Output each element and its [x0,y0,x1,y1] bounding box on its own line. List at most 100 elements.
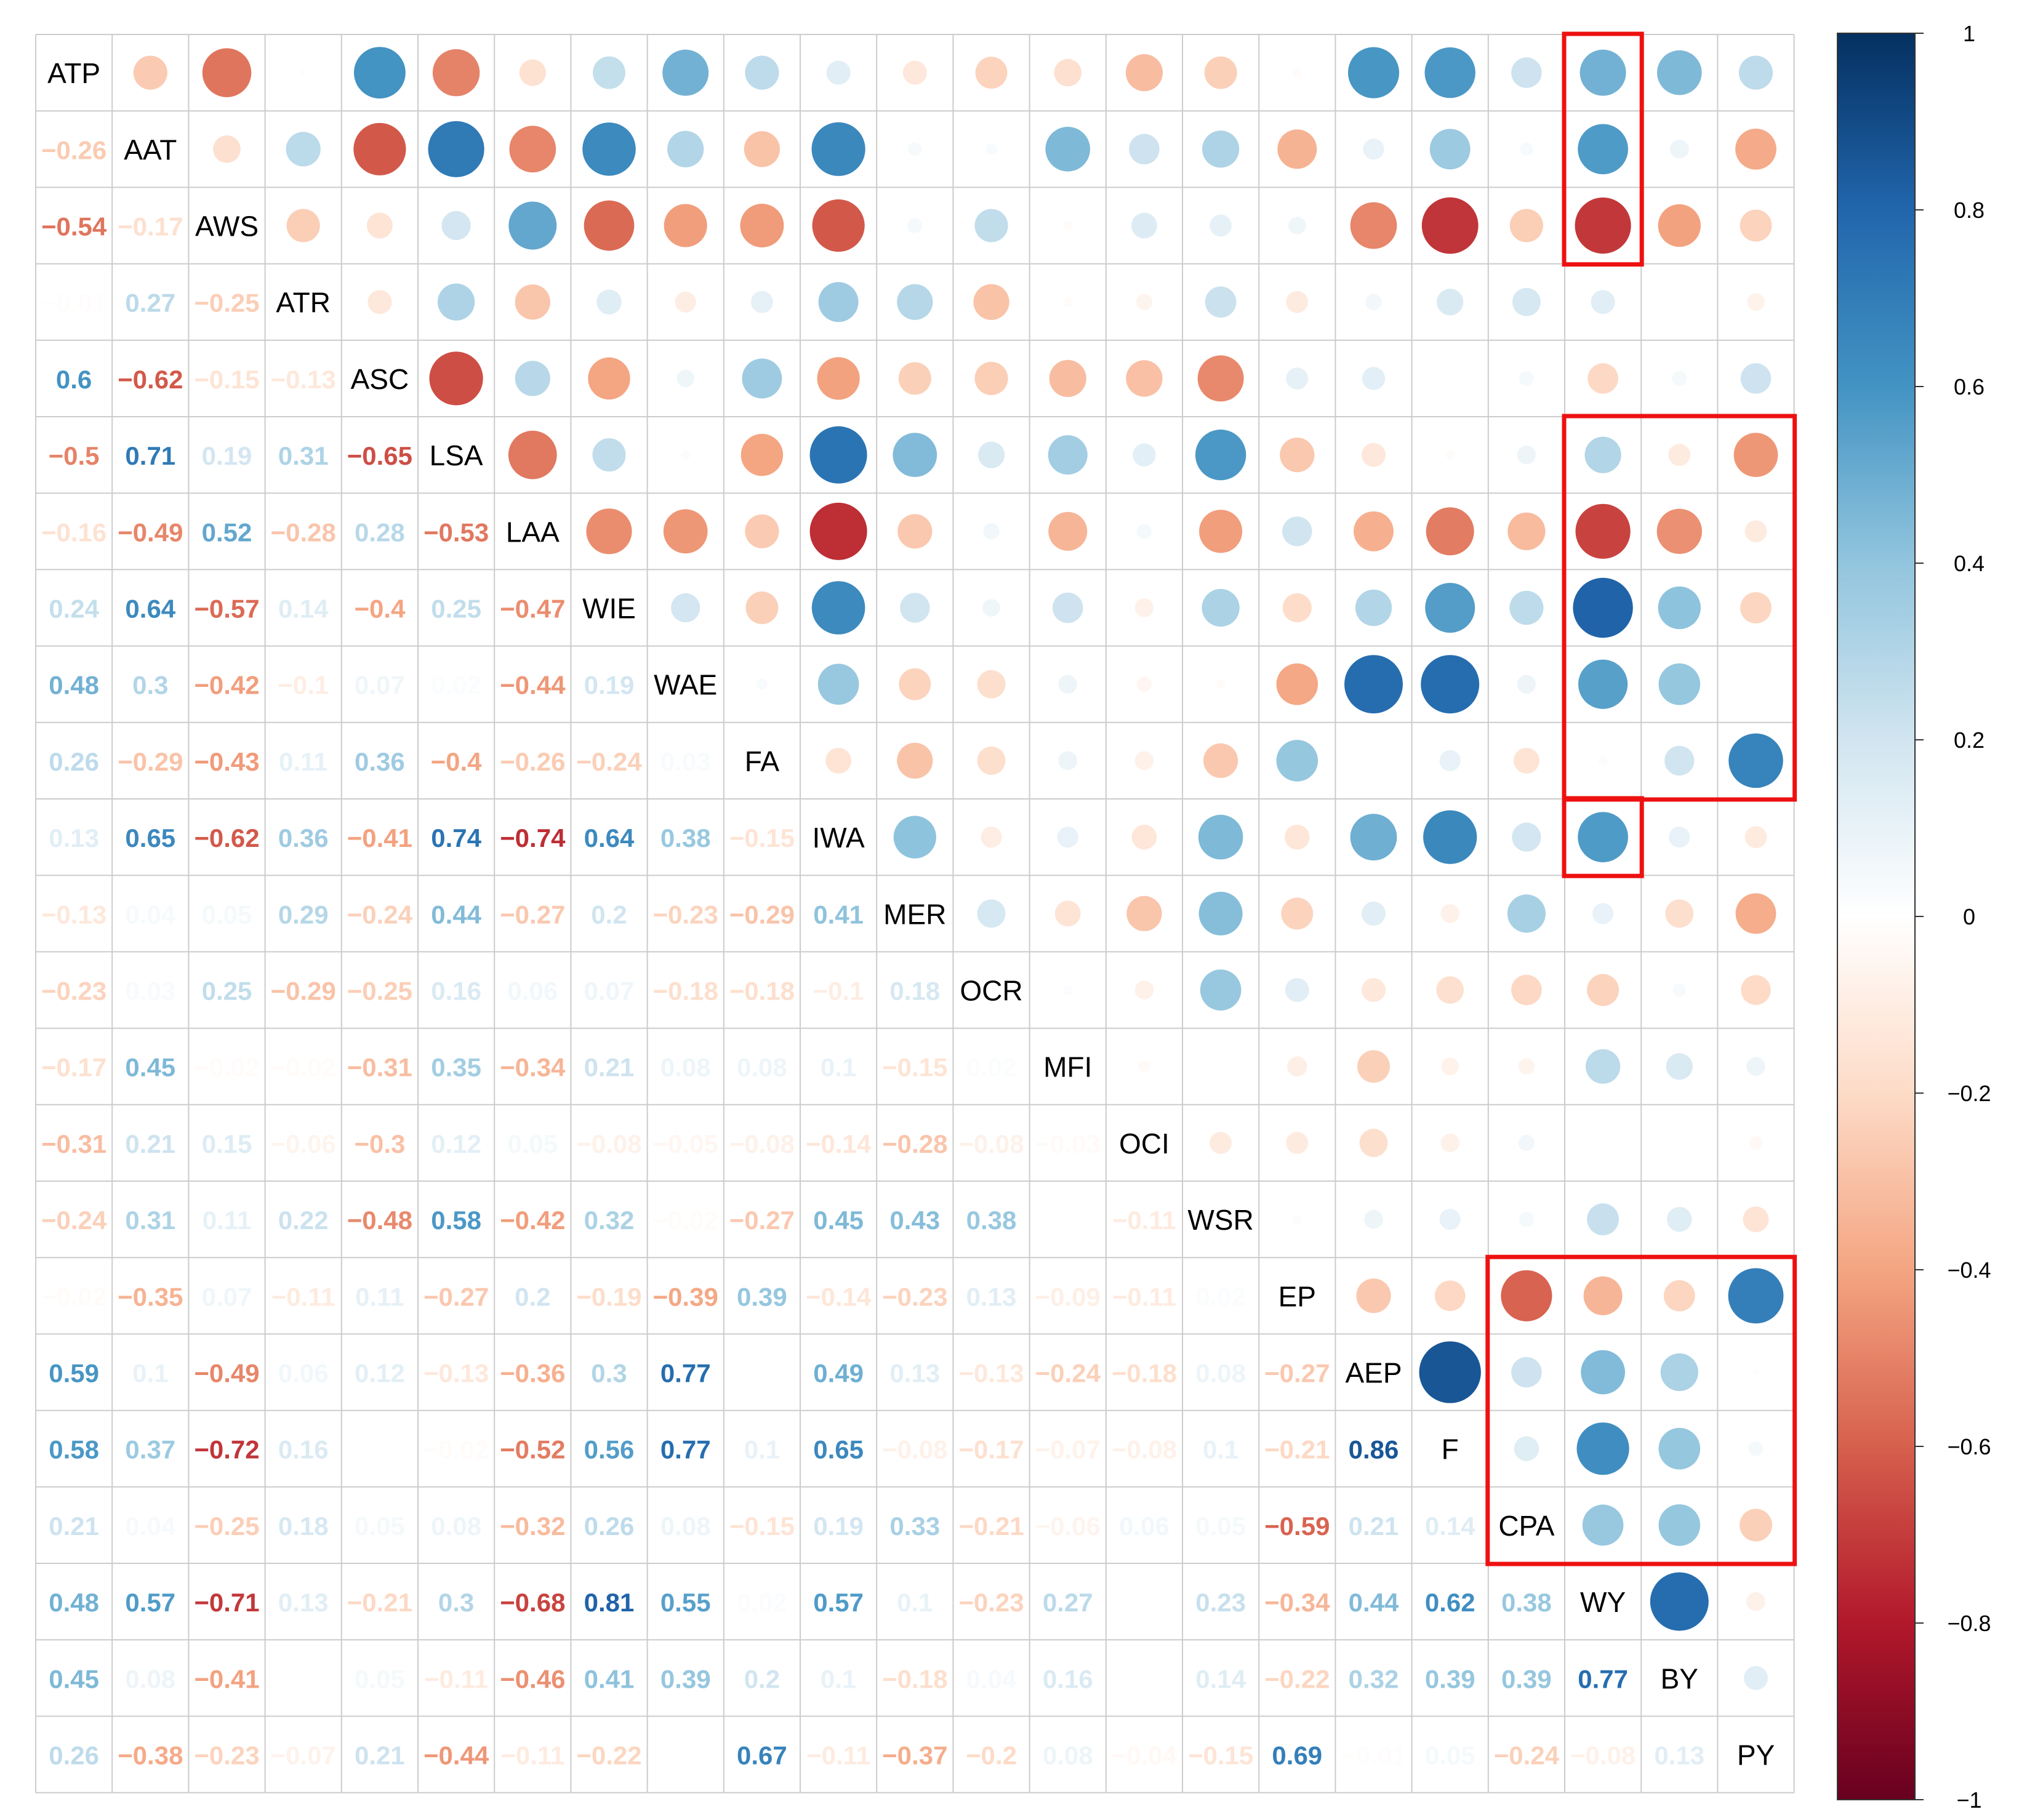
correlation-circle [1519,1212,1534,1227]
correlation-label: 0.48 [49,1588,99,1617]
correlation-label: 0.19 [202,441,252,470]
correlation-circle [437,283,475,321]
correlation-circle [1200,969,1242,1011]
correlation-circle [1440,1133,1459,1153]
correlation-label: 0.11 [203,1206,251,1235]
correlation-label: −0.54 [41,212,107,241]
correlation-label: 0.02 [737,1588,787,1617]
correlation-circle [429,351,483,406]
correlation-label: −0.41 [347,824,412,852]
correlation-circle [812,199,865,252]
correlation-label: 0.67 [737,1741,787,1770]
correlation-circle [1429,129,1471,170]
correlation-circle [675,291,696,313]
diagonal-label-aep: AEP [1345,1357,1402,1389]
colorbar-tick-label: −0.2 [1947,1081,1991,1106]
correlation-circle [1426,507,1474,556]
correlation-label: −0.13 [958,1359,1024,1388]
correlation-label: 0.03 [125,977,175,1006]
correlation-circle [1282,516,1312,547]
correlation-label: 0.44 [1349,1588,1399,1617]
correlation-label: 0.06 [278,1359,329,1388]
correlation-label: 0.48 [49,671,99,700]
correlation-circle [1424,47,1475,98]
correlation-label: 0.24 [49,595,99,623]
correlation-label: −0.24 [41,1206,107,1235]
correlation-circle [1425,583,1475,633]
correlation-label: −0.02 [41,1282,106,1311]
correlation-circle [982,599,1000,617]
correlation-circle [1578,124,1628,175]
correlation-label: 0.13 [49,824,99,852]
correlation-label: −0.08 [1570,1741,1636,1770]
correlation-label: 0.16 [431,977,481,1006]
correlation-circle [1197,355,1244,402]
correlation-label: 0.03 [660,747,711,776]
correlation-label: −0.27 [1264,1359,1330,1388]
correlation-label: −0.17 [41,1053,106,1082]
correlation-label: −0.37 [882,1741,947,1770]
correlation-circle [811,122,865,176]
correlation-circle [1511,57,1542,88]
correlation-label: 0.45 [125,1053,175,1082]
correlation-label: −0.29 [271,977,336,1006]
correlation-label: −0.49 [118,518,183,547]
correlation-label: 0.06 [1119,1512,1170,1541]
colorbar-tick-label: 0 [1963,904,1975,929]
correlation-label: −0.17 [958,1435,1024,1464]
colorbar-tick-label: 0.4 [1954,551,1985,576]
correlation-label: −0.18 [653,977,718,1006]
correlation-label: −0.27 [500,900,565,929]
correlation-circle [1054,58,1082,87]
correlation-circle [1445,450,1455,460]
correlation-label: −0.38 [118,1741,183,1770]
correlation-circle [907,218,923,233]
correlation-circle [1519,371,1534,387]
correlation-label: 0 [296,1664,310,1693]
correlation-circle [1350,202,1397,249]
correlation-label: −0.06 [1035,1512,1101,1541]
diagonal-label-aat: AAT [124,134,177,166]
correlation-circle [1361,901,1386,926]
correlation-circle [1672,983,1687,997]
correlation-label: 0.6 [56,365,92,394]
correlation-circle [975,57,1008,89]
correlation-label: 0.13 [1654,1741,1704,1770]
colorbar-tick-label: 0.2 [1954,728,1985,753]
correlation-circle [1198,891,1243,936]
correlation-circle [1198,814,1243,860]
correlation-circle [676,369,695,388]
highlight-boxes [1485,31,1797,1566]
correlation-label: −0.4 [431,747,483,776]
correlation-label: 0.19 [813,1512,864,1541]
colorbar-tick-label: 0.6 [1954,374,1985,399]
correlation-circle [1216,679,1226,689]
correlation-circle [899,668,931,700]
correlation-label: 0.02 [431,671,481,700]
correlation-label: 0.11 [279,747,327,776]
correlation-circle [809,426,867,484]
correlation-circle [1746,1592,1765,1611]
correlation-label: −0.24 [347,900,413,929]
correlation-circle [1434,1280,1466,1312]
correlation-label: −0.02 [423,1435,489,1464]
correlation-label: 0 [1061,1206,1075,1235]
correlation-label: 0.23 [1195,1588,1246,1617]
correlation-label: −0.5 [49,441,100,470]
correlation-circle [1131,212,1157,239]
diagonal-label-oci: OCI [1119,1128,1170,1160]
correlation-circle [1656,508,1702,554]
colorbar-tick-label: 1 [1963,21,1975,46]
colorbar-gradient [1837,33,1916,1800]
correlation-circle [366,212,393,239]
correlation-circle [1741,975,1771,1005]
correlation-label: 0.71 [125,441,175,470]
correlation-circle [300,69,307,76]
correlation-circle [1057,826,1078,848]
correlation-label: 0.57 [125,1588,175,1617]
colorbar: 1 0.8 0.6 0.4 0.2 0 −0.2 −0.4 −0.6 −0.8 −1 [1837,21,1991,1813]
correlation-circle [1666,1053,1693,1080]
correlation-circle [1650,1572,1709,1631]
diagonal-label-ocr: OCR [960,975,1022,1007]
correlation-circle [897,284,933,320]
